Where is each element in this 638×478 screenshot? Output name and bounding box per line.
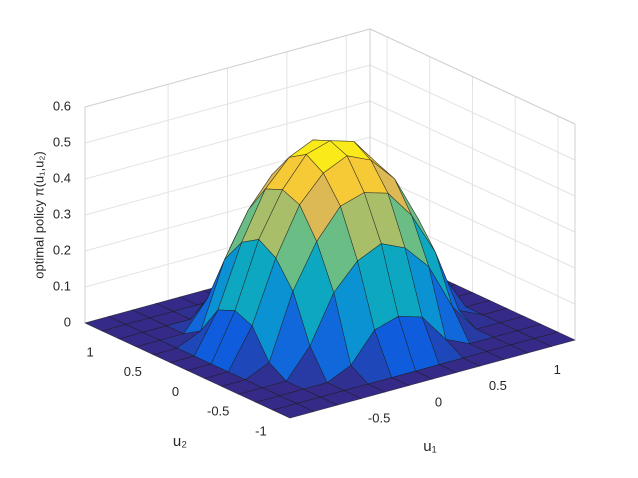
y-tick-label: 1: [86, 344, 93, 359]
grid-line: [369, 136, 576, 233]
grid-line: [369, 172, 576, 269]
x-tick-label: 0.5: [489, 378, 507, 393]
z-tick-label: 0.3: [53, 206, 71, 221]
y-tick-label: -1: [255, 424, 267, 439]
x-tick-label: -0.5: [368, 411, 390, 426]
x-axis-label: u₁: [423, 438, 436, 455]
axis-edge: [369, 28, 576, 125]
y-tick-label: -0.5: [207, 404, 229, 419]
z-tick-label: 0.1: [53, 278, 71, 293]
axis-edge: [84, 28, 371, 108]
z-tick-label: 0.6: [53, 98, 71, 113]
y-axis-label: u₂: [173, 433, 187, 450]
grid-line: [84, 100, 371, 180]
grid-line: [369, 64, 576, 161]
y-tick-label: 0.5: [124, 364, 142, 379]
z-tick-label: 0.2: [53, 242, 71, 257]
z-axis-label: optimal policy π(u₁,u₂): [31, 151, 46, 279]
z-tick-label: 0.4: [53, 170, 71, 185]
z-tick-label: 0: [64, 314, 71, 329]
y-tick-label: 0: [172, 384, 179, 399]
x-tick-label: 0: [435, 394, 442, 409]
surface-patch: [272, 403, 315, 419]
grid-line: [369, 100, 576, 197]
x-tick-label: 1: [554, 362, 561, 377]
grid-line: [84, 64, 371, 144]
z-tick-label: 0.5: [53, 134, 71, 149]
